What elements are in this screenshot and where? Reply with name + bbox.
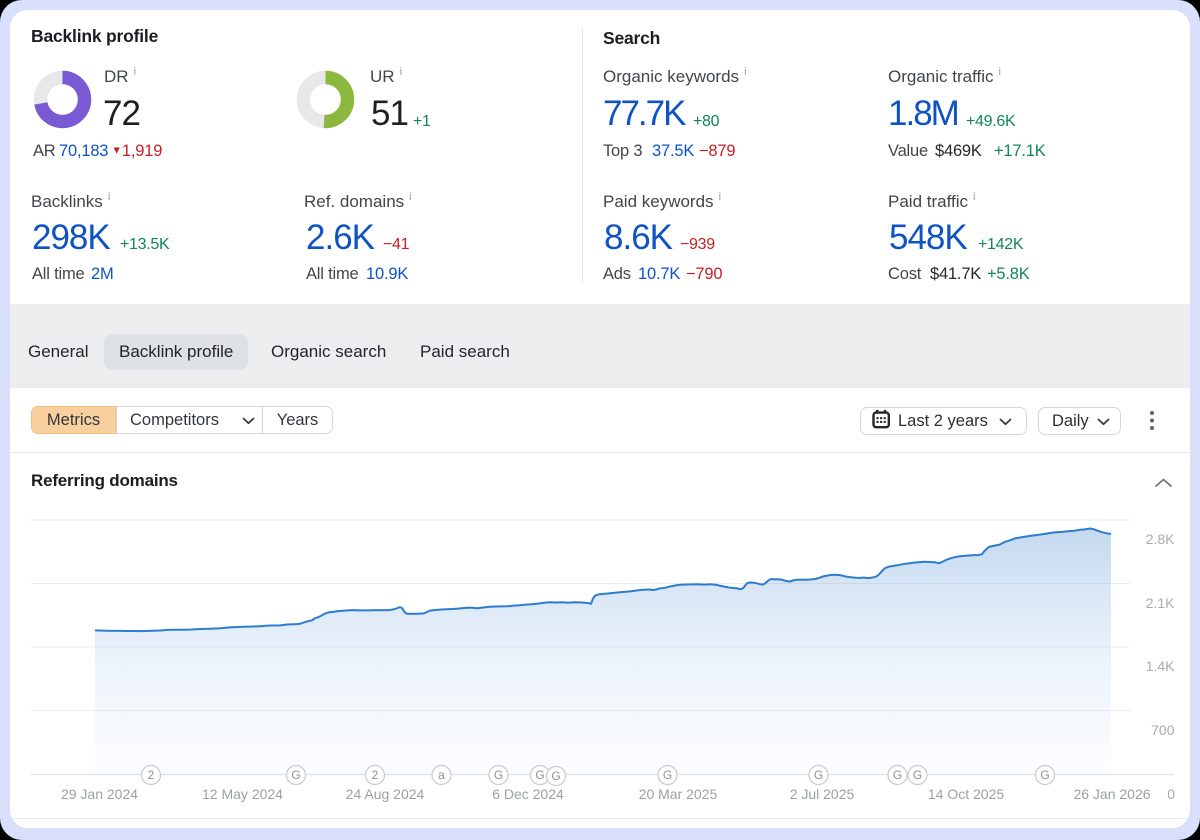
svg-text:12 May 2024: 12 May 2024: [202, 786, 283, 802]
svg-text:6 Dec 2024: 6 Dec 2024: [492, 786, 564, 802]
svg-text:G: G: [893, 768, 902, 782]
svg-text:14 Oct 2025: 14 Oct 2025: [928, 786, 1004, 802]
svg-text:G: G: [1040, 768, 1049, 782]
svg-text:2: 2: [372, 768, 379, 782]
svg-text:2.8K: 2.8K: [1146, 531, 1175, 547]
svg-text:G: G: [535, 768, 544, 782]
svg-text:700: 700: [1151, 722, 1175, 738]
svg-text:G: G: [913, 768, 922, 782]
svg-text:24 Aug 2024: 24 Aug 2024: [346, 786, 425, 802]
svg-text:26 Jan 2026: 26 Jan 2026: [1073, 786, 1150, 802]
svg-text:2 Jul 2025: 2 Jul 2025: [790, 786, 855, 802]
svg-text:0: 0: [1167, 786, 1175, 802]
svg-text:2.1K: 2.1K: [1146, 595, 1175, 611]
svg-text:29 Jan 2024: 29 Jan 2024: [61, 786, 138, 802]
svg-text:G: G: [291, 768, 300, 782]
svg-text:1.4K: 1.4K: [1146, 658, 1175, 674]
svg-text:G: G: [494, 768, 503, 782]
svg-text:G: G: [663, 768, 672, 782]
svg-text:20 Mar 2025: 20 Mar 2025: [639, 786, 718, 802]
svg-text:G: G: [814, 768, 823, 782]
svg-text:2: 2: [148, 768, 155, 782]
svg-text:a: a: [438, 768, 445, 782]
svg-text:G: G: [551, 769, 560, 783]
